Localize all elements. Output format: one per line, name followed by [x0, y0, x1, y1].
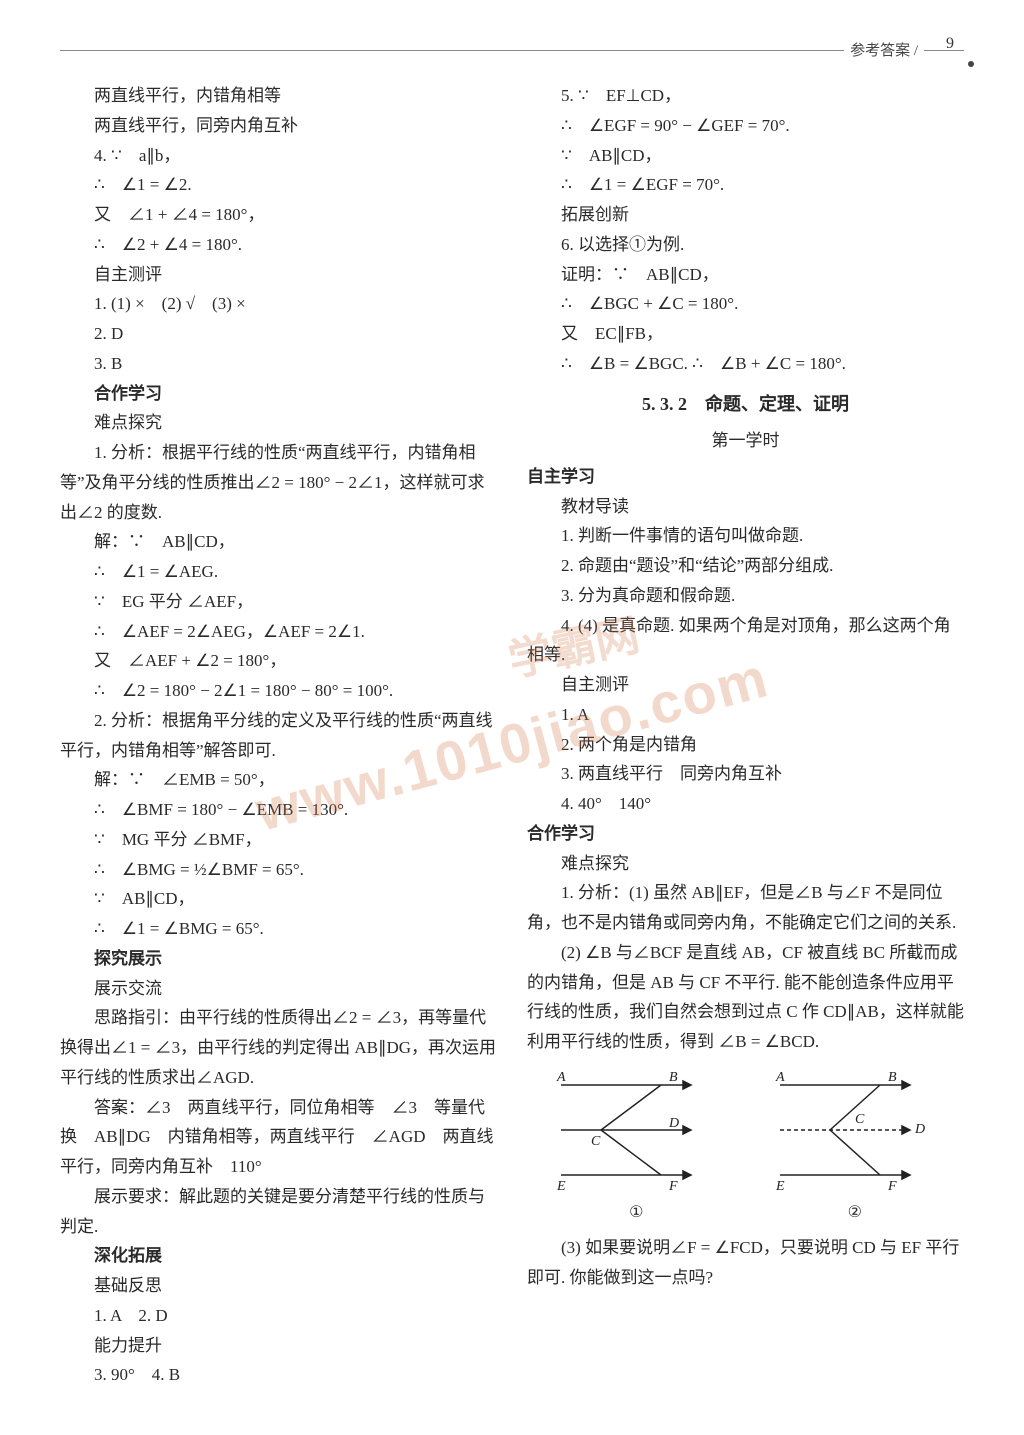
svg-text:E: E: [556, 1179, 566, 1194]
lesson-title: 第一学时: [527, 426, 964, 456]
text-line: 2. D: [60, 319, 497, 349]
left-column: 两直线平行，内错角相等 两直线平行，同旁内角互补 4. ∵ a∥b， ∴ ∠1 …: [60, 81, 497, 1390]
diagram-label-1: ①: [629, 1199, 643, 1227]
diagram-labels: ① ②: [527, 1199, 964, 1227]
text-line: 解：∵ ∠EMB = 50°，: [60, 765, 497, 795]
svg-text:C: C: [855, 1112, 865, 1127]
text-line: 3. B: [60, 349, 497, 379]
text-line: 答案：∠3 两直线平行，同位角相等 ∠3 等量代换 AB∥DG 内错角相等，两直…: [60, 1093, 497, 1182]
svg-text:A: A: [775, 1070, 785, 1085]
right-column: 5. ∵ EF⊥CD， ∴ ∠EGF = 90° − ∠GEF = 70°. ∵…: [527, 81, 964, 1390]
text-line: ∵ AB∥CD，: [527, 141, 964, 171]
text-line: 1. 分析：(1) 虽然 AB∥EF，但是∠B 与∠F 不是同位角，也不是内错角…: [527, 878, 964, 938]
text-line: ∴ ∠EGF = 90° − ∠GEF = 70°.: [527, 111, 964, 141]
text-line: 又 ∠AEF + ∠2 = 180°，: [60, 646, 497, 676]
section-heading: 探究展示: [60, 944, 497, 974]
chapter-title: 5. 3. 2 命题、定理、证明: [527, 389, 964, 421]
text-line: ∴ ∠1 = ∠AEG.: [60, 557, 497, 587]
text-line: ∵ AB∥CD，: [60, 884, 497, 914]
svg-text:D: D: [914, 1122, 925, 1137]
section-heading: 深化拓展: [60, 1241, 497, 1271]
text-line: 思路指引：由平行线的性质得出∠2 = ∠3，再等量代换得出∠1 = ∠3，由平行…: [60, 1003, 497, 1092]
text-line: 4. ∵ a∥b，: [60, 141, 497, 171]
section-heading: 合作学习: [60, 379, 497, 409]
text-line: 5. ∵ EF⊥CD，: [527, 81, 964, 111]
text-line: 两直线平行，内错角相等: [60, 81, 497, 111]
svg-text:F: F: [668, 1179, 678, 1194]
svg-text:B: B: [669, 1070, 678, 1085]
text-line: ∴ ∠B = ∠BGC. ∴ ∠B + ∠C = 180°.: [527, 349, 964, 379]
svg-text:A: A: [556, 1070, 566, 1085]
text-line: 两直线平行，同旁内角互补: [60, 111, 497, 141]
text-line: (2) ∠B 与∠BCF 是直线 AB，CF 被直线 BC 所截而成的内错角，但…: [527, 938, 964, 1057]
diagram-1-icon: A B C D E F: [541, 1065, 731, 1195]
text-line: 1. 判断一件事情的语句叫做命题.: [527, 521, 964, 551]
header-label: 参考答案 /: [844, 39, 924, 60]
text-line: ∴ ∠BMG = ½∠BMF = 65°.: [60, 855, 497, 885]
text-line: 6. 以选择①为例.: [527, 230, 964, 260]
text-line: ∴ ∠1 = ∠BMG = 65°.: [60, 914, 497, 944]
text-line: ∵ MG 平分 ∠BMF，: [60, 825, 497, 855]
text-line: 展示交流: [60, 974, 497, 1004]
text-line: 教材导读: [527, 492, 964, 522]
text-line: 自主测评: [527, 670, 964, 700]
text-line: 2. 分析：根据角平分线的定义及平行线的性质“两直线平行，内错角相等”解答即可.: [60, 706, 497, 766]
text-line: 1. (1) × (2) √ (3) ×: [60, 289, 497, 319]
text-line: 1. A: [527, 700, 964, 730]
section-heading: 合作学习: [527, 819, 964, 849]
text-line: 难点探究: [60, 408, 497, 438]
text-line: 证明：∵ AB∥CD，: [527, 260, 964, 290]
columns: 两直线平行，内错角相等 两直线平行，同旁内角互补 4. ∵ a∥b， ∴ ∠1 …: [60, 81, 964, 1390]
text-line: 3. 分为真命题和假命题.: [527, 581, 964, 611]
text-line: 3. 两直线平行 同旁内角互补: [527, 759, 964, 789]
text-line: 解：∵ AB∥CD，: [60, 527, 497, 557]
diagram-2-icon: A B C D E F: [760, 1065, 950, 1195]
diagram-row: A B C D E F: [527, 1065, 964, 1195]
text-line: 2. 命题由“题设”和“结论”两部分组成.: [527, 551, 964, 581]
text-line: (3) 如果要说明∠F = ∠FCD，只要说明 CD 与 EF 平行即可. 你能…: [527, 1233, 964, 1293]
text-line: 能力提升: [60, 1331, 497, 1361]
svg-text:C: C: [591, 1134, 601, 1149]
text-line: 4. (4) 是真命题. 如果两个角是对顶角，那么这两个角相等.: [527, 611, 964, 671]
text-line: ∴ ∠2 = 180° − 2∠1 = 180° − 80° = 100°.: [60, 676, 497, 706]
text-line: 1. 分析：根据平行线的性质“两直线平行，内错角相等”及角平分线的性质推出∠2 …: [60, 438, 497, 527]
text-line: ∴ ∠2 + ∠4 = 180°.: [60, 230, 497, 260]
text-line: 展示要求：解此题的关键是要分清楚平行线的性质与判定.: [60, 1182, 497, 1242]
text-line: ∴ ∠BMF = 180° − ∠EMB = 130°.: [60, 795, 497, 825]
header-line: 参考答案 / 9: [60, 50, 964, 51]
text-line: 拓展创新: [527, 200, 964, 230]
text-line: ∴ ∠1 = ∠2.: [60, 170, 497, 200]
text-line: 自主测评: [60, 260, 497, 290]
text-line: 基础反思: [60, 1271, 497, 1301]
svg-text:F: F: [887, 1179, 897, 1194]
corner-dot-icon: [968, 61, 974, 67]
text-line: ∴ ∠BGC + ∠C = 180°.: [527, 289, 964, 319]
text-line: 又 EC∥FB，: [527, 319, 964, 349]
text-line: 2. 两个角是内错角: [527, 730, 964, 760]
text-line: 3. 90° 4. B: [60, 1360, 497, 1390]
svg-text:D: D: [668, 1116, 679, 1131]
text-line: 4. 40° 140°: [527, 789, 964, 819]
text-line: 1. A 2. D: [60, 1301, 497, 1331]
text-line: ∵ EG 平分 ∠AEF，: [60, 587, 497, 617]
diagram-label-2: ②: [848, 1199, 862, 1227]
text-line: ∴ ∠AEF = 2∠AEG，∠AEF = 2∠1.: [60, 617, 497, 647]
section-heading: 自主学习: [527, 462, 964, 492]
svg-text:E: E: [775, 1179, 785, 1194]
text-line: 难点探究: [527, 849, 964, 879]
page-number: 9: [946, 35, 954, 53]
text-line: ∴ ∠1 = ∠EGF = 70°.: [527, 170, 964, 200]
svg-text:B: B: [888, 1070, 897, 1085]
text-line: 又 ∠1 + ∠4 = 180°，: [60, 200, 497, 230]
